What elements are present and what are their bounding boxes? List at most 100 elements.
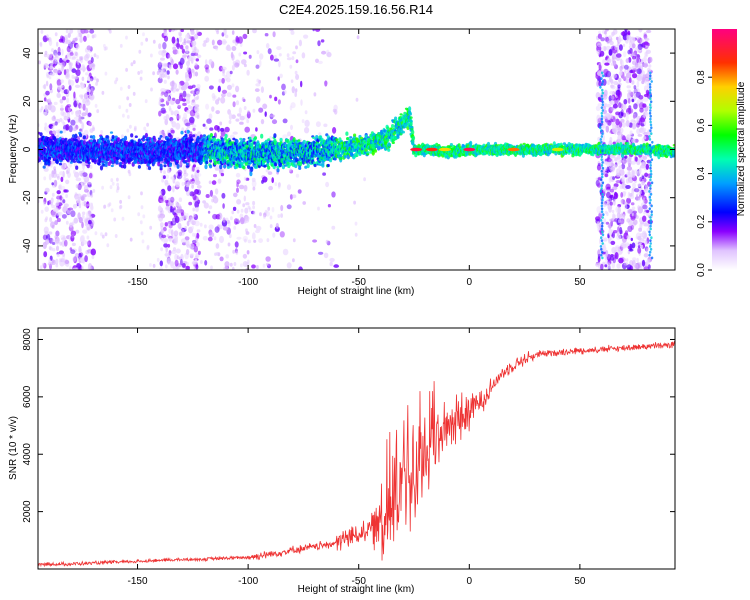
spectrogram-cell [612,60,617,67]
spectrogram-cell [80,196,85,201]
spectrogram-cell [186,109,191,114]
spectrogram-cell [211,195,217,199]
spectrogram-cell [55,230,60,237]
spectrogram-cell [184,226,188,230]
spectrogram-cell [67,107,71,112]
spectrogram-cell [645,29,652,34]
spectrogram-cell [163,79,167,84]
spectrogram-cell [208,205,213,210]
spectrogram-cell [644,172,649,177]
spectrogram-cell [62,252,66,257]
spectrogram-cell [172,63,179,70]
spectrogram-cell [631,122,637,130]
spectrogram-cell [78,203,82,209]
spectrogram-cell [68,85,72,91]
spectrogram-cell [645,50,649,58]
spectrogram-cell [71,68,77,73]
spectrogram-cell [60,104,64,109]
spectrogram-cell [633,85,637,90]
spectrogram-cell [195,264,199,270]
spectrogram-cell [44,187,50,193]
spectrogram-cell [281,83,286,91]
spectrogram-cell [66,89,70,93]
spectrogram-cell [73,91,76,99]
spectrogram-cell [186,220,190,227]
spectrogram-cell [628,248,634,252]
spectrogram-cell [196,91,200,95]
spectrogram-cell [164,118,169,126]
spectrogram-cell [75,165,79,170]
spectrogram-cell [222,72,226,77]
spectrogram-cell [267,48,272,55]
spectrogram-cell [144,99,148,104]
spectrogram-cell [244,126,250,133]
spectrogram-cell [172,97,176,102]
spectrogram-cell [276,46,282,51]
spectrogram-cell [172,46,176,51]
spectrogram-cell [611,261,615,269]
spectrogram-cell [171,36,176,44]
spectrogram-cell [40,29,44,34]
spectrogram-cell [157,214,161,219]
spectrogram-cell [616,263,621,269]
spectrogram-cell [167,75,170,80]
spectrogram-cell [49,63,53,68]
spectrogram-cell [632,113,637,120]
spectrogram-cell [210,265,213,270]
spectrogram-cell [175,98,181,105]
spectrogram-cell [51,192,55,197]
spectrogram-cell [137,212,141,217]
spectrogram-cell [291,86,295,94]
spectrogram-cell [603,93,608,100]
spectrogram-cell [168,64,172,69]
spectrogram-cell [242,203,246,208]
spectrogram-cell [55,202,59,207]
spectrogram-cell [125,35,128,40]
spectrogram-cell [251,232,256,240]
spectrogram-cell [56,217,61,223]
spectrogram-cell [265,262,270,266]
spectrogram-cell [90,87,94,95]
spectrogram-cell [184,236,190,241]
spectrogram-cell [294,70,298,75]
spectrogram-cell [233,225,237,230]
spectrogram-cell [66,112,71,120]
spectrogram-cell [137,165,141,169]
spectrogram-cell [627,89,631,93]
spectrogram-cell [42,165,46,169]
spectrogram-cell [163,170,166,175]
spectrogram-cell [215,243,220,249]
spectrogram-cell [196,232,200,239]
spectrogram-cell [631,206,636,210]
spectrogram-cell [175,69,179,75]
spectrogram-cell [289,64,293,69]
spectrogram-cell [186,60,190,67]
spectrogram-cell [332,126,337,134]
spectrogram-cell [618,111,624,119]
spectrogram-cell [48,76,52,80]
spectrogram-cell [622,43,626,48]
spectrogram-cell [645,187,649,194]
spectrogram-cell [81,122,85,130]
spectrogram-cell [58,258,62,263]
spectrogram-cell [300,99,303,106]
spectrogram-cell [118,105,122,110]
spectrogram-cell [51,210,57,218]
spectrogram-cell [627,250,631,255]
spectrogram-cell [221,77,225,84]
spectrogram-cell [619,70,623,76]
spectrogram-cell [79,94,84,98]
spectrogram-cell [243,195,246,202]
spectrogram-cell [77,33,81,38]
spectrogram-cell [278,53,282,57]
spectrogram-cell [244,238,247,243]
spectrogram-cell [235,250,239,255]
spectrogram-cell [180,130,184,135]
spectrogram-cell [612,213,616,220]
spectrogram-cell [619,58,623,65]
spectrogram-cell [637,236,642,241]
spectrogram-cell [631,80,635,85]
spectrogram-cell [232,94,237,98]
spectrogram-cell [315,58,319,63]
spectrogram-cell [262,263,266,268]
